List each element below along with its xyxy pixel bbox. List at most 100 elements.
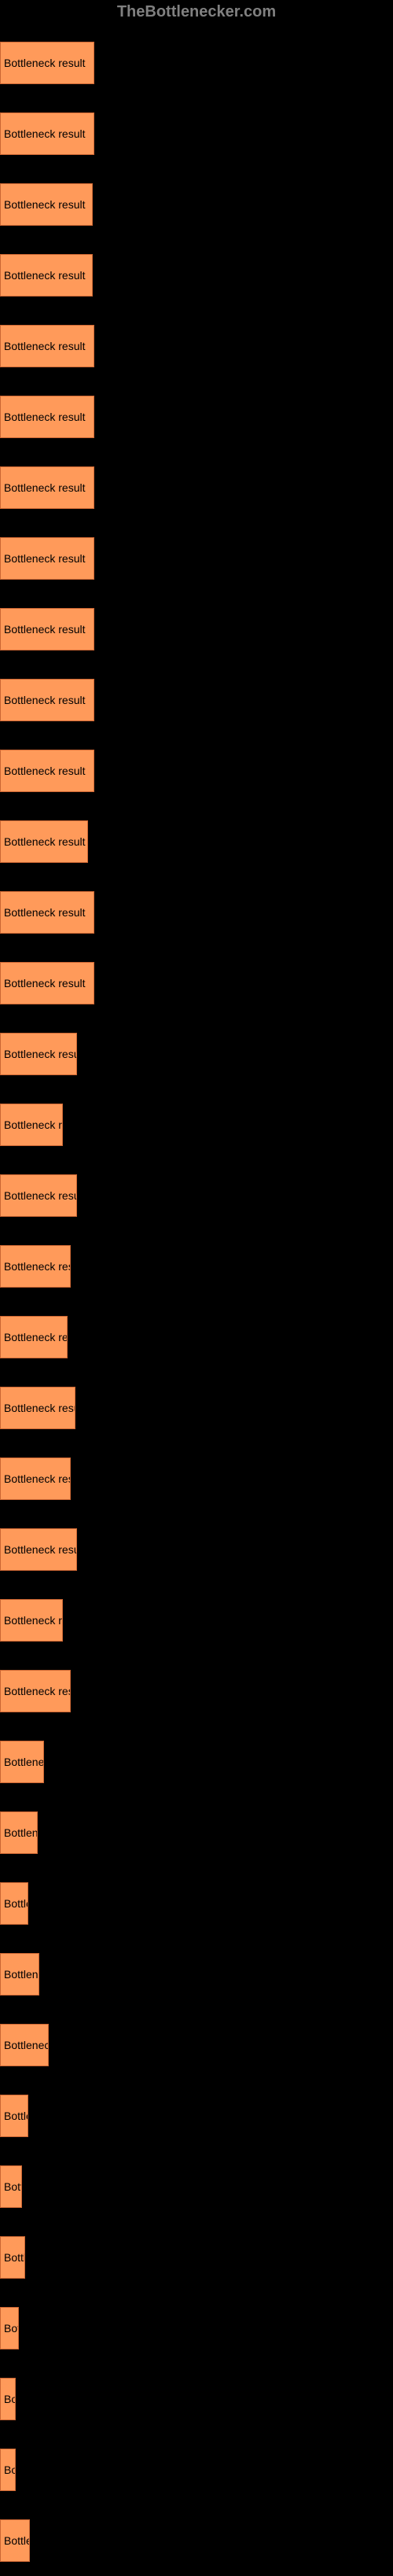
bar-text: Bottleneck result <box>4 1189 76 1202</box>
bar-row: Bottleneck result <box>0 381 393 438</box>
bar-text: Bottleneck res <box>4 1331 67 1343</box>
bar: Bottleneck <box>0 2024 49 2066</box>
bar: Bottleneck result <box>0 750 94 792</box>
bar-text: Bottle <box>4 2534 29 2547</box>
bar-text: Bottleneck result <box>4 269 86 282</box>
bar-row: Bottleneck result <box>0 665 393 721</box>
bar-row: Bottlene <box>0 1797 393 1854</box>
bar: Bottleneck resul <box>0 1458 71 1500</box>
bar-text: Bottle <box>4 2110 28 2122</box>
bar: Bottlene <box>0 1811 38 1854</box>
bar: Bottlenec <box>0 1741 44 1783</box>
bar-row: Bottlenec <box>0 1727 393 1783</box>
bar-row: Bottleneck result <box>0 806 393 863</box>
bar-row: Bott <box>0 2151 393 2208</box>
bar-text: Bo <box>4 2393 15 2405</box>
bar-row: Bottleneck <box>0 2010 393 2066</box>
bar-text: Bottlene <box>4 1826 37 1839</box>
bar: Bottleneck result <box>0 1670 71 1712</box>
bar: Bottleneck result <box>0 608 94 650</box>
bar-text: Bottleneck result <box>4 1543 76 1556</box>
bar-row: Bottleneck result <box>0 877 393 934</box>
bar: Bottleneck res <box>0 1316 68 1358</box>
bar-text: Bottleneck result <box>4 1402 75 1414</box>
bar: Bottleneck result <box>0 1245 71 1288</box>
bar: Bottleneck result <box>0 466 94 509</box>
bar: Bottleneck result <box>0 537 94 580</box>
bar: Bot <box>0 2307 19 2349</box>
bar-text: Bottleneck result <box>4 1118 62 1131</box>
bar: Bottleneck result <box>0 820 88 863</box>
bar-row: Bottleneck resul <box>0 1443 393 1500</box>
bar-row: Bo <box>0 2364 393 2420</box>
bar-text: Bottl <box>4 2251 24 2264</box>
bar-row: Bot <box>0 2293 393 2349</box>
bar-row: Bottleneck res <box>0 1302 393 1358</box>
bar: Bo <box>0 2378 16 2420</box>
bar-row: Bottleneck result <box>0 1514 393 1571</box>
bar: Bottleneck result <box>0 183 93 226</box>
bar-row: Bottl <box>0 2222 393 2279</box>
bar-text: Bottleneck result <box>4 835 86 848</box>
bar-text: Bottle <box>4 1897 28 1910</box>
bar-text: Bottleneck result <box>4 906 86 919</box>
bar: Bottleneck result <box>0 42 94 84</box>
bar-row: Bottleneck result <box>0 1089 393 1146</box>
bar-row: Bottleneck result <box>0 98 393 155</box>
bar: Bottlene <box>0 1953 39 1996</box>
bar-row: Bottleneck result <box>0 523 393 580</box>
bar-row: Bottle <box>0 2080 393 2137</box>
bar: Bottleneck result <box>0 1528 77 1571</box>
bar: Bo <box>0 2449 16 2491</box>
bar-row: Bottleneck result <box>0 169 393 226</box>
bar-text: Bottleneck res <box>4 1614 62 1627</box>
bar: Bottle <box>0 2519 30 2562</box>
bar-row: Bottleneck result <box>0 240 393 297</box>
bar: Bottleneck res <box>0 1599 63 1642</box>
bar-text: Bottleneck result <box>4 411 86 423</box>
bar-text: Bottleneck result <box>4 340 86 352</box>
bar-chart: Bottleneck result Bottleneck result Bottle… <box>0 28 393 2562</box>
bar-text: Bo <box>4 2464 15 2476</box>
bar-text: Bott <box>4 2180 21 2193</box>
bar-row: Bottlene <box>0 1939 393 1996</box>
bar-text: Bottleneck result <box>4 1685 70 1697</box>
bar: Bottle <box>0 2095 28 2137</box>
bar: Bottleneck result <box>0 962 94 1004</box>
bar: Bottle <box>0 1882 28 1925</box>
bar-text: Bottlene <box>4 1968 39 1981</box>
bar-text: Bottleneck resul <box>4 1472 70 1485</box>
bar-text: Bottleneck result <box>4 623 86 636</box>
bar-text: Bottleneck result <box>4 1260 70 1273</box>
bar: Bottleneck result <box>0 325 94 367</box>
bar-row: Bottleneck result <box>0 452 393 509</box>
bar-text: Bottleneck <box>4 2039 48 2051</box>
bar: Bottleneck result <box>0 112 94 155</box>
bar-row: Bottleneck result <box>0 1019 393 1075</box>
bar-text: Bottleneck result <box>4 694 86 706</box>
bar-row: Bottleneck result <box>0 28 393 84</box>
bar: Bott <box>0 2165 22 2208</box>
bar-text: Bot <box>4 2322 18 2335</box>
bar: Bottleneck result <box>0 1174 77 1217</box>
bar-row: Bottleneck res <box>0 1585 393 1642</box>
bar-text: Bottleneck result <box>4 57 86 69</box>
bar-row: Bottleneck result <box>0 1231 393 1288</box>
bar: Bottleneck result <box>0 254 93 297</box>
bar-row: Bottle <box>0 2505 393 2562</box>
bar-text: Bottleneck result <box>4 198 86 211</box>
watermark-text: TheBottlenecker.com <box>0 3 393 21</box>
bar-text: Bottleneck result <box>4 552 86 565</box>
bar-row: Bottleneck result <box>0 1373 393 1429</box>
bar: Bottleneck result <box>0 891 94 934</box>
bar-text: Bottleneck result <box>4 481 86 494</box>
bar: Bottleneck result <box>0 1104 63 1146</box>
bar: Bottleneck result <box>0 1387 75 1429</box>
bar: Bottl <box>0 2236 25 2279</box>
bar-row: Bottleneck result <box>0 1160 393 1217</box>
bar: Bottleneck result <box>0 396 94 438</box>
bar-row: Bottle <box>0 1868 393 1925</box>
bar-row: Bottleneck result <box>0 948 393 1004</box>
bar-text: Bottleneck result <box>4 765 86 777</box>
bar-row: Bo <box>0 2434 393 2491</box>
